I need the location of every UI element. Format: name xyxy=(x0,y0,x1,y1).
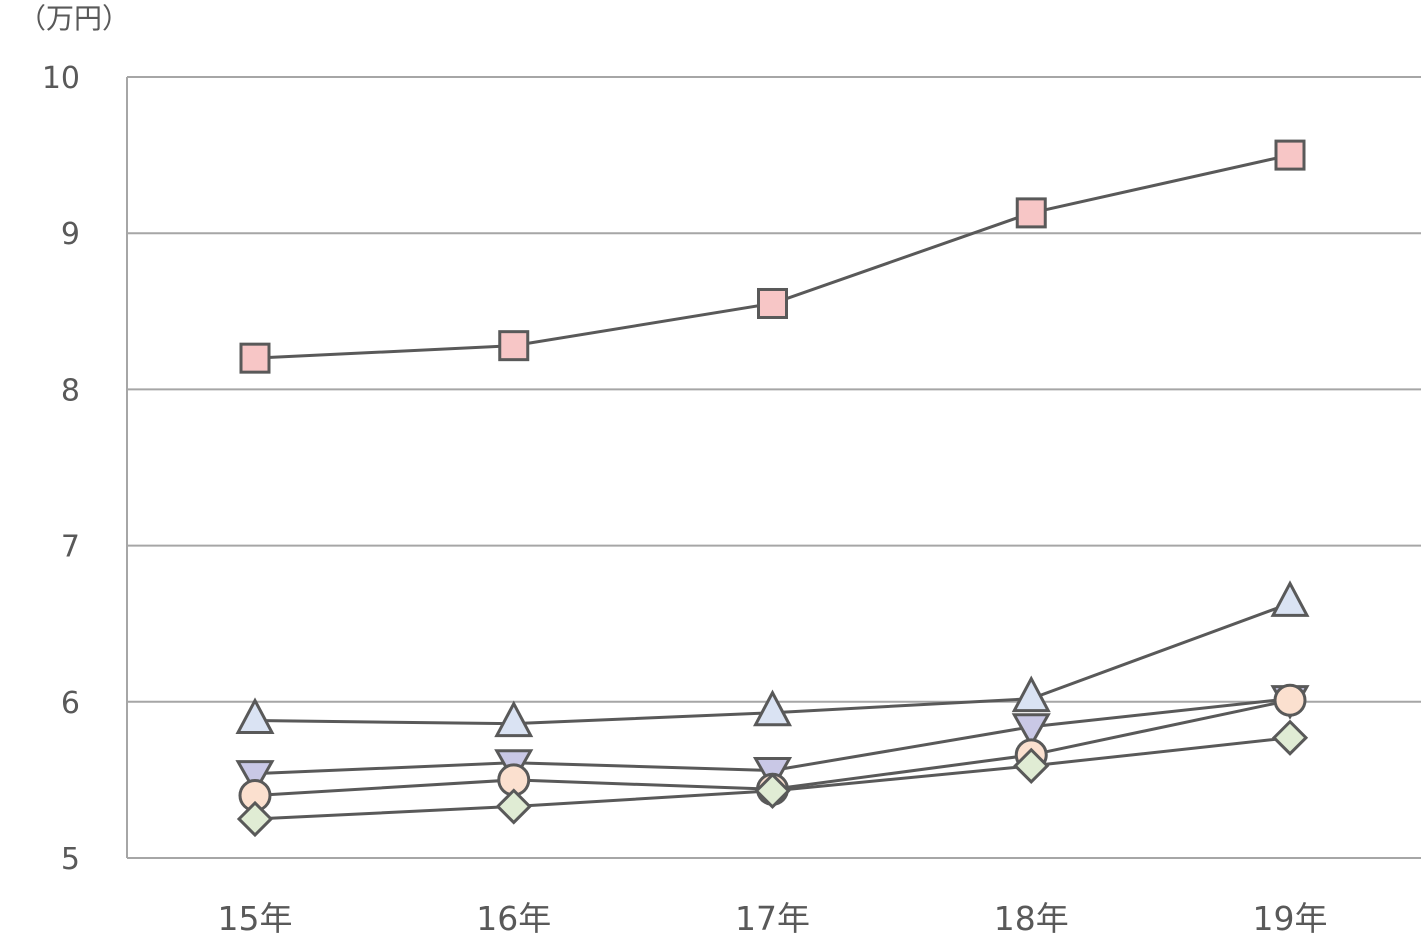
data-point-diamond xyxy=(1271,719,1309,756)
x-tick-label: 15年 xyxy=(218,899,293,938)
x-tick-label: 19年 xyxy=(1253,899,1328,938)
data-point-square xyxy=(757,287,788,319)
data-point-diamond xyxy=(754,772,791,809)
data-point-triangle-up xyxy=(494,700,534,738)
gridlines xyxy=(127,76,1421,859)
data-point-square xyxy=(239,342,271,374)
data-point-triangle-down xyxy=(1011,713,1051,748)
data-point-triangle-down xyxy=(235,760,275,795)
series-line-square xyxy=(254,153,1291,360)
y-unit-label: （万円） xyxy=(18,2,130,35)
data-point-triangle-up xyxy=(1270,580,1310,617)
x-tick-label: 16年 xyxy=(476,899,551,938)
data-point-diamond xyxy=(495,788,532,825)
data-point-diamond xyxy=(236,800,274,838)
data-point-triangle-up xyxy=(753,689,792,727)
y-tick-label: 8 xyxy=(61,373,80,408)
y-tick-label: 6 xyxy=(61,686,80,721)
data-point-circle xyxy=(1273,683,1307,717)
data-point-square xyxy=(1015,197,1047,229)
data-point-square xyxy=(498,330,530,362)
data-point-square xyxy=(1274,139,1306,171)
y-tick-label: 10 xyxy=(42,61,80,96)
series-markers xyxy=(235,139,1310,838)
y-tick-labels: 5 6 7 8 9 10 xyxy=(42,61,80,877)
x-tick-labels: 15年 16年 17年 18年 19年 xyxy=(218,899,1328,938)
y-tick-label: 7 xyxy=(61,530,80,565)
y-tick-label: 5 xyxy=(61,842,80,877)
data-point-triangle-up xyxy=(235,697,275,735)
x-tick-label: 17年 xyxy=(735,899,810,938)
y-tick-label: 9 xyxy=(61,217,80,252)
x-tick-label: 18年 xyxy=(994,899,1069,938)
data-point-diamond xyxy=(1013,747,1050,784)
data-point-triangle-up xyxy=(1011,675,1051,713)
